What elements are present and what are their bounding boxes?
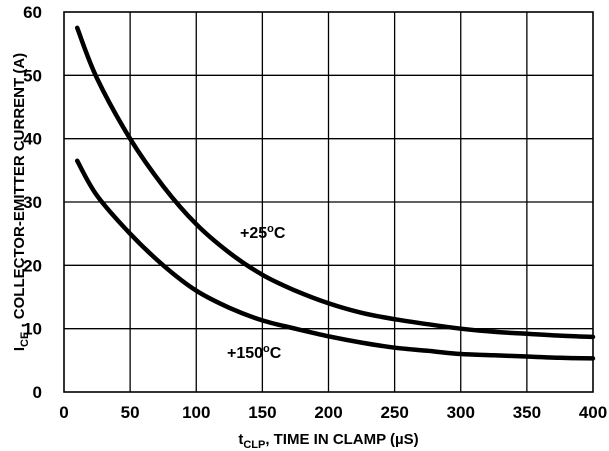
y-tick-label: 50 (23, 66, 42, 85)
x-tick-label: 150 (248, 403, 276, 422)
series-line-1 (74, 158, 596, 361)
series-layer (74, 25, 596, 361)
x-tick-label: 350 (513, 403, 541, 422)
x-tick-label: 200 (314, 403, 342, 422)
x-tick-label: 300 (447, 403, 475, 422)
grid (64, 12, 593, 392)
y-tick-label: 30 (23, 193, 42, 212)
x-axis-ticks: 0 50 100 150 200 250 300 350 400 (59, 403, 607, 422)
x-tick-label: 250 (380, 403, 408, 422)
x-tick-label: 400 (579, 403, 607, 422)
series-label-25c: +25oC (240, 223, 286, 242)
x-tick-label: 0 (59, 403, 68, 422)
x-tick-label: 100 (182, 403, 210, 422)
series-line-0 (74, 25, 596, 340)
x-axis-label: tCLP, TIME IN CLAMP (µS) (238, 431, 418, 451)
y-axis-ticks: 0 10 20 30 40 50 60 (23, 3, 42, 402)
y-axis-label: ICE , COLLECTOR-EMITTER CURRENT (A) (11, 53, 31, 351)
y-tick-label: 10 (23, 320, 42, 339)
y-tick-label: 40 (23, 130, 42, 149)
plot-area-frame (63, 11, 594, 393)
y-tick-label: 20 (23, 256, 42, 275)
y-tick-label: 60 (23, 3, 42, 22)
x-tick-label: 50 (121, 403, 140, 422)
y-tick-label: 0 (33, 383, 42, 402)
series-label-150c: +150oC (227, 343, 282, 362)
